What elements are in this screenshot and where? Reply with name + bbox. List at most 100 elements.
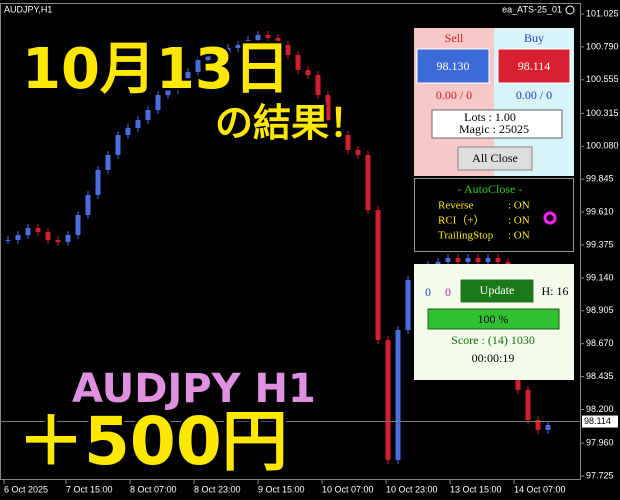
magic: Magic : 25025	[459, 122, 529, 136]
candle-body	[285, 44, 291, 56]
current-price-box	[582, 415, 618, 428]
info-box	[431, 109, 563, 139]
all-close-label: All Close	[472, 151, 518, 165]
y-tick-label: 99.845	[586, 174, 614, 184]
candle-body	[65, 235, 71, 243]
candle-body	[45, 231, 51, 240]
y-tick-label: 98.435	[586, 371, 614, 381]
x-tick-label: 13 Oct 15:00	[450, 484, 502, 494]
candle-body	[345, 134, 351, 150]
candle-body	[225, 48, 231, 61]
candle-body	[385, 340, 391, 461]
y-tick-label: 100.790	[586, 41, 619, 51]
autoclose-title: - AutoClose -	[458, 182, 523, 196]
count-a: 0	[425, 285, 431, 299]
profit-text: ＋500円	[18, 403, 288, 480]
candle-body	[145, 110, 151, 120]
y-tick-label: 100.555	[586, 74, 619, 84]
candle-body	[435, 261, 441, 266]
candle-body	[95, 169, 101, 196]
candle-body	[355, 149, 361, 155]
y-tick-label: 101.025	[586, 8, 619, 18]
y-tick-label: 98.200	[586, 404, 614, 414]
autoclose-toggle[interactable]	[543, 211, 557, 225]
ea-name: ea_ATS-25_01	[502, 4, 562, 14]
candle-body	[475, 258, 481, 262]
sell-label: Sell	[445, 31, 464, 45]
candle-body	[155, 95, 161, 111]
candle-body	[245, 40, 251, 45]
candle-body	[445, 258, 451, 262]
x-tick-label: 8 Oct 07:00	[130, 484, 177, 494]
ea-icon	[565, 5, 575, 15]
candle-body	[115, 134, 121, 155]
y-tick-label: 99.140	[586, 272, 614, 282]
buy-label: Buy	[524, 31, 544, 45]
candle-body	[15, 235, 21, 240]
option-name: TrailingStop	[438, 230, 494, 242]
x-tick-label: 8 Oct 23:00	[194, 484, 241, 494]
result-text: の結果！	[215, 101, 367, 145]
pair-text: AUDJPY H1	[72, 366, 316, 412]
candle-body	[215, 55, 221, 61]
y-tick-label: 99.610	[586, 206, 614, 216]
x-tick-label: 14 Oct 07:00	[514, 484, 566, 494]
chart-frame	[0, 3, 581, 480]
candle-body	[545, 425, 551, 430]
option-state: : ON	[508, 215, 530, 227]
buy-position: 0.00 / 0	[516, 88, 552, 102]
timer: 00:00:19	[472, 351, 515, 365]
date-text: 10月13日	[22, 37, 290, 102]
candle-body	[295, 55, 301, 70]
option-name: Reverse	[438, 200, 474, 212]
candle-body	[535, 420, 541, 430]
candle-body	[495, 258, 501, 262]
buy-price: 98.114	[518, 59, 551, 73]
candle-body	[165, 90, 171, 96]
sell-position: 0.00 / 0	[436, 88, 472, 102]
x-tick-label: 9 Oct 15:00	[258, 484, 305, 494]
progress-label: 100 %	[478, 312, 509, 326]
option-state: : ON	[508, 200, 530, 212]
candle-body	[465, 258, 471, 262]
all-close-button[interactable]	[457, 146, 533, 171]
autoclose-options: Reverse: ON RCI（+）: ON TrailingStop: ON	[438, 200, 530, 242]
score: Score : (14) 1030	[451, 333, 535, 347]
update-label: Update	[480, 283, 515, 297]
y-tick-label: 98.670	[586, 338, 614, 348]
candle-body	[525, 390, 531, 420]
update-button[interactable]	[459, 278, 535, 304]
y-tick-label: 100.315	[586, 108, 619, 118]
count-b: 0	[445, 285, 451, 299]
candle-body	[485, 258, 491, 262]
option-state: : ON	[508, 230, 530, 242]
candle-body	[55, 239, 61, 243]
candle-body	[405, 280, 411, 330]
candle-body	[335, 119, 341, 135]
candle-body	[5, 239, 11, 241]
x-tick-label: 6 Oct 2025	[4, 484, 48, 494]
sell-button[interactable]	[416, 48, 490, 84]
y-tick-label: 97.960	[586, 437, 614, 447]
y-tick-label: 100.080	[586, 141, 619, 151]
candle-body	[125, 127, 131, 135]
lots: Lots : 1.00	[464, 110, 516, 124]
buy-button[interactable]	[497, 48, 571, 84]
candle-body	[35, 228, 41, 232]
candle-body	[195, 60, 201, 72]
candle-body	[265, 35, 271, 38]
candle-body	[185, 71, 191, 80]
sell-price: 98.130	[437, 59, 470, 73]
candle-body	[375, 210, 381, 341]
candle-body	[75, 215, 81, 236]
x-tick-label: 10 Oct 07:00	[322, 484, 374, 494]
candle-body	[205, 55, 211, 61]
h-value: H: 16	[542, 284, 569, 298]
y-tick-label: 99.375	[586, 239, 614, 249]
candle-body	[135, 119, 141, 128]
candle-body	[455, 258, 461, 262]
candle-body	[105, 154, 111, 170]
candle-body	[275, 37, 281, 45]
progress-bar	[427, 308, 560, 330]
candle-body	[175, 79, 181, 91]
